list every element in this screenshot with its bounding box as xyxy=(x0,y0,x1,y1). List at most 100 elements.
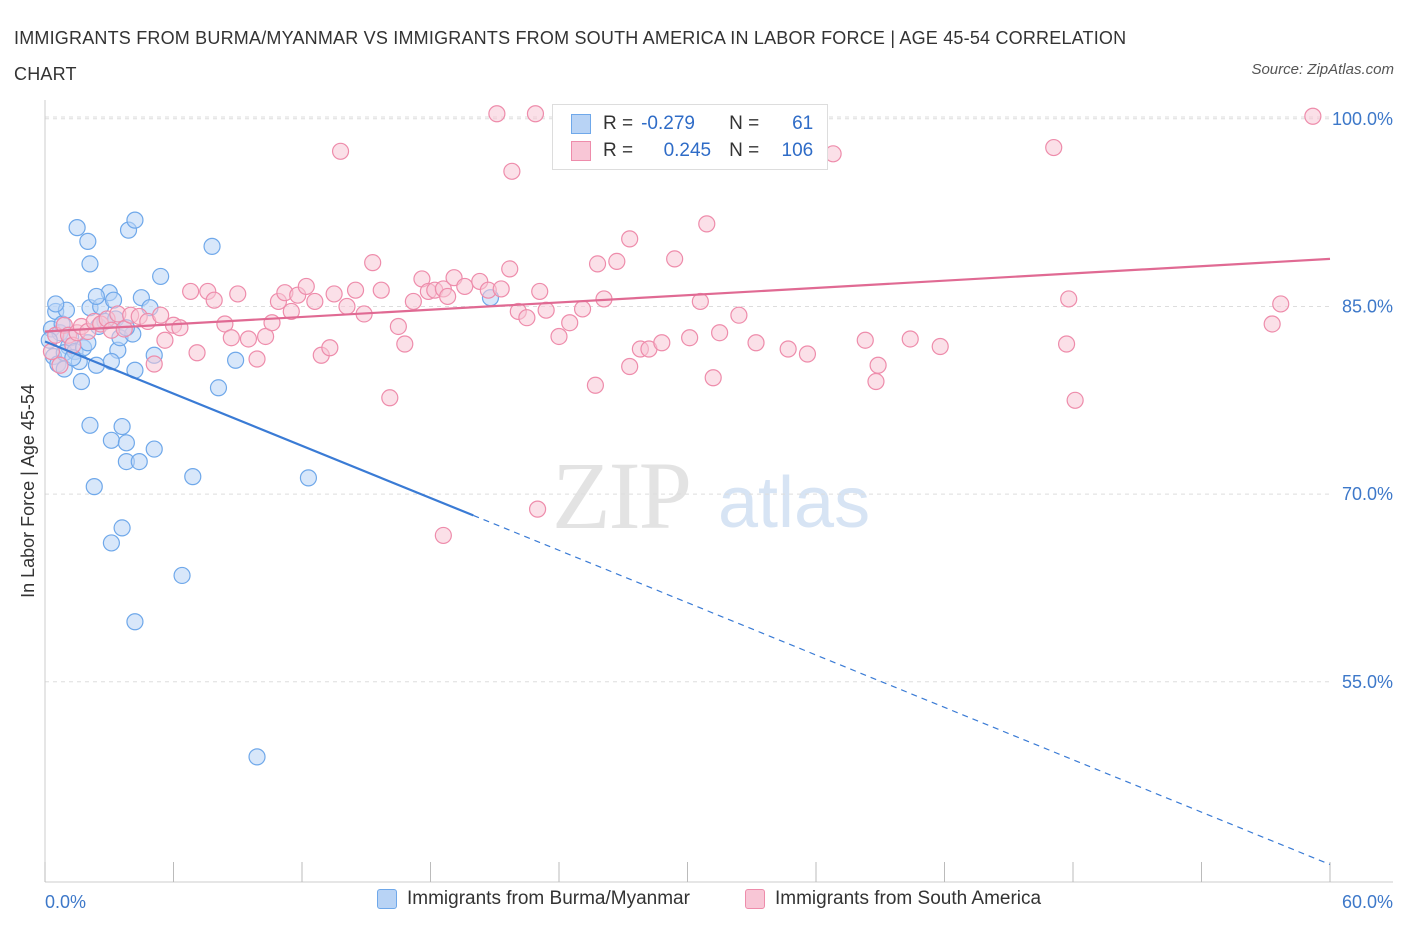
data-point xyxy=(248,350,266,368)
data-point xyxy=(209,379,228,397)
data-point xyxy=(216,315,234,333)
data-point xyxy=(263,314,281,332)
data-point xyxy=(608,252,626,271)
data-point xyxy=(87,287,106,306)
legend-label-burma: Immigrants from Burma/Myanmar xyxy=(407,888,690,909)
data-point xyxy=(321,339,339,357)
data-point xyxy=(381,389,399,407)
data-point xyxy=(1045,138,1063,157)
chart-source: Source: ZipAtlas.com xyxy=(1251,61,1394,78)
stats-n-value: 106 xyxy=(781,140,814,161)
data-point xyxy=(173,566,191,585)
data-point xyxy=(653,334,671,352)
data-point xyxy=(115,320,133,338)
stats-r-label: R = xyxy=(603,113,634,134)
y-axis-label: In Labor Force | Age 45-54 xyxy=(18,384,38,598)
data-point xyxy=(145,355,163,373)
data-point xyxy=(81,416,99,434)
legend-item-south-america[interactable]: Immigrants from South America xyxy=(745,888,1041,910)
data-point xyxy=(346,281,365,299)
chart-title: IMMIGRANTS FROM BURMA/MYANMAR VS IMMIGRA… xyxy=(14,28,1127,84)
data-point xyxy=(188,344,206,362)
stats-n-label: N = xyxy=(729,113,760,134)
data-point xyxy=(588,255,607,273)
data-point xyxy=(205,291,223,309)
data-point xyxy=(573,300,592,318)
data-point xyxy=(203,237,221,255)
y-tick-label: 70.0% xyxy=(1342,484,1393,504)
data-point xyxy=(931,337,949,356)
data-point xyxy=(113,519,131,537)
y-tick-label: 55.0% xyxy=(1342,672,1393,692)
trend-line-south-america xyxy=(44,257,1331,333)
data-point xyxy=(869,356,887,374)
x-tick-label: 60.0% xyxy=(1342,892,1393,912)
data-point xyxy=(171,319,189,337)
data-point xyxy=(222,329,240,347)
data-point xyxy=(747,334,765,352)
data-point xyxy=(81,255,99,273)
data-point xyxy=(51,356,69,374)
data-point xyxy=(1060,290,1078,308)
data-point xyxy=(126,613,144,631)
watermark-zip: ZIP xyxy=(552,442,692,549)
legend-swatch-south-america xyxy=(745,889,765,909)
data-point xyxy=(1263,315,1281,333)
stats-n-value: 61 xyxy=(792,113,814,134)
data-point xyxy=(229,285,247,303)
data-point xyxy=(79,232,97,250)
data-point xyxy=(239,330,258,348)
y-tick-label: 100.0% xyxy=(1332,109,1393,129)
data-point xyxy=(404,292,422,311)
data-point xyxy=(867,372,885,391)
stats-swatch-south-america xyxy=(571,141,591,161)
data-point xyxy=(1057,335,1076,353)
data-point xyxy=(779,340,797,358)
legend-swatch-burma xyxy=(377,889,397,909)
data-point xyxy=(681,329,699,347)
watermark-atlas: atlas xyxy=(718,463,871,543)
stats-r-value: -0.279 xyxy=(641,113,695,134)
data-point xyxy=(528,500,547,518)
data-point xyxy=(730,306,748,324)
data-point xyxy=(282,302,300,321)
data-point xyxy=(396,335,414,353)
data-point xyxy=(299,469,318,487)
data-point xyxy=(113,417,131,436)
data-point xyxy=(704,369,722,387)
data-point xyxy=(152,306,170,324)
data-point xyxy=(372,281,390,299)
stats-r-label: R = xyxy=(603,140,634,161)
data-point xyxy=(456,277,474,296)
data-point xyxy=(503,162,521,180)
data-point xyxy=(698,215,716,233)
legend-item-burma[interactable]: Immigrants from Burma/Myanmar xyxy=(377,888,690,910)
data-point xyxy=(1304,107,1322,125)
data-point xyxy=(586,376,605,394)
data-point xyxy=(492,280,510,298)
stats-swatch-burma xyxy=(571,114,591,134)
stats-r-value: 0.245 xyxy=(663,140,712,161)
data-point xyxy=(531,282,549,301)
data-point xyxy=(102,431,120,449)
data-point xyxy=(306,292,324,311)
data-point xyxy=(297,277,315,296)
data-point xyxy=(227,351,245,369)
stats-box: R = -0.279 N = 61 R = 0.245 N = 106 xyxy=(552,104,828,170)
data-point xyxy=(434,526,452,545)
data-point xyxy=(68,219,86,237)
data-point xyxy=(501,260,519,278)
data-point xyxy=(537,301,555,319)
data-point xyxy=(798,345,817,363)
stats-row-south-america: R = 0.245 N = 106 xyxy=(571,138,813,164)
data-point xyxy=(550,327,568,346)
data-point xyxy=(439,287,457,306)
data-point xyxy=(666,250,684,268)
data-point xyxy=(130,452,148,471)
legend-label-south-america: Immigrants from South America xyxy=(775,888,1042,909)
stats-row-burma: R = -0.279 N = 61 xyxy=(571,111,813,137)
data-point xyxy=(331,142,350,160)
trend-line-burma xyxy=(44,340,474,517)
chart-legend: Immigrants from Burma/Myanmar Immigrants… xyxy=(0,888,1406,916)
